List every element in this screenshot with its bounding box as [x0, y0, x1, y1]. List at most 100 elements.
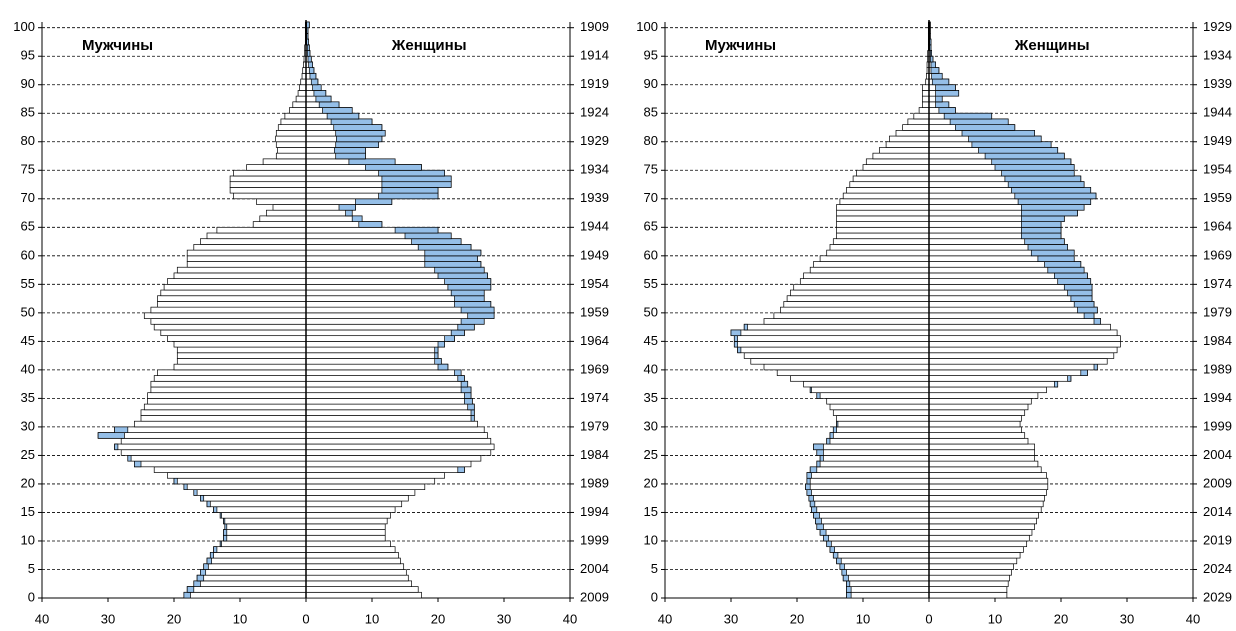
- male-bar: [783, 301, 930, 308]
- male-excess: [846, 580, 851, 587]
- y2-tick-label: 1989: [1203, 361, 1232, 376]
- male-bar: [114, 426, 307, 433]
- female-bar: [305, 557, 401, 565]
- female-excess: [1037, 255, 1075, 262]
- female-bar: [305, 312, 495, 319]
- female-excess: [1027, 244, 1068, 251]
- x-tick-label: 10: [856, 611, 870, 626]
- female-bar: [305, 420, 478, 428]
- female-excess: [929, 50, 932, 57]
- female-excess: [1021, 209, 1078, 217]
- male-excess: [836, 420, 839, 428]
- y-tick-label: 35: [21, 390, 35, 405]
- female-bar: [305, 506, 396, 513]
- male-excess: [200, 494, 205, 502]
- male-excess: [213, 506, 218, 513]
- female-bar: [928, 506, 1042, 513]
- female-excess: [930, 61, 936, 68]
- female-bar: [928, 466, 1042, 473]
- female-bar: [928, 477, 1049, 485]
- y-tick-label: 45: [21, 333, 35, 348]
- female-excess: [454, 369, 462, 376]
- male-bar: [256, 198, 307, 205]
- female-bar: [305, 489, 416, 496]
- male-excess: [819, 455, 824, 462]
- female-bar: [305, 586, 419, 593]
- female-bar: [928, 529, 1033, 536]
- female-excess: [931, 78, 950, 86]
- female-excess: [1014, 192, 1097, 200]
- male-bar: [826, 398, 930, 405]
- y-tick-label: 10: [644, 532, 658, 547]
- female-bar: [305, 380, 469, 388]
- female-excess: [348, 158, 396, 165]
- female-excess: [457, 375, 465, 382]
- male-bar: [836, 221, 930, 228]
- male-bar: [297, 90, 307, 97]
- male-bar: [836, 557, 930, 565]
- male-bar: [913, 112, 930, 120]
- male-excess: [806, 477, 811, 485]
- y2-tick-label: 1979: [1203, 304, 1232, 319]
- female-excess: [447, 283, 492, 291]
- male-bar: [134, 420, 307, 428]
- male-bar: [300, 78, 307, 86]
- y2-tick-label: 1999: [1203, 418, 1232, 433]
- y-tick-label: 65: [644, 219, 658, 234]
- x-tick-label: 0: [925, 611, 932, 626]
- male-excess: [826, 540, 832, 548]
- male-bar: [200, 494, 307, 502]
- male-bar: [823, 534, 930, 542]
- female-bar: [305, 472, 445, 479]
- female-excess: [310, 78, 319, 86]
- y-tick-label: 5: [28, 561, 35, 576]
- male-bar: [839, 563, 930, 570]
- male-bar: [865, 158, 930, 165]
- female-bar: [928, 380, 1059, 388]
- male-bar: [889, 135, 930, 143]
- male-excess: [183, 483, 188, 490]
- x-tick-label: 0: [302, 611, 309, 626]
- female-bar: [305, 546, 396, 553]
- male-bar: [176, 346, 307, 354]
- y2-tick-label: 1984: [1203, 333, 1232, 348]
- y-tick-label: 60: [21, 247, 35, 262]
- male-bar: [790, 375, 930, 382]
- male-bar: [872, 152, 930, 160]
- female-bar: [305, 415, 475, 422]
- female-bar: [928, 574, 1010, 582]
- male-bar: [134, 460, 307, 468]
- female-excess: [949, 118, 1009, 126]
- female-excess: [1054, 380, 1059, 388]
- male-bar: [160, 329, 307, 337]
- y-tick-label: 80: [21, 133, 35, 148]
- female-bar: [928, 312, 1095, 319]
- female-excess: [1007, 181, 1085, 188]
- male-excess: [193, 489, 198, 496]
- female-excess: [318, 101, 340, 108]
- male-excess: [846, 591, 852, 599]
- female-bar: [305, 540, 391, 548]
- female-excess: [460, 380, 469, 388]
- y-tick-label: 10: [21, 532, 35, 547]
- female-excess: [1044, 261, 1082, 268]
- male-excess: [816, 392, 821, 399]
- male-bar: [879, 147, 930, 154]
- y2-tick-label: 1949: [1203, 133, 1232, 148]
- male-bar: [229, 187, 307, 194]
- y-tick-label: 95: [21, 48, 35, 63]
- female-excess: [334, 147, 366, 154]
- y-tick-label: 15: [644, 504, 658, 519]
- y2-tick-label: 1924: [580, 105, 609, 120]
- female-bar: [928, 363, 1098, 371]
- male-excess: [737, 346, 742, 354]
- male-bar: [193, 580, 307, 587]
- y2-tick-label: 1994: [1203, 390, 1232, 405]
- female-excess: [358, 221, 383, 228]
- male-bar: [299, 84, 307, 91]
- female-bar: [305, 392, 472, 399]
- y2-tick-label: 1939: [1203, 76, 1232, 91]
- female-bar: [928, 329, 1118, 337]
- female-excess: [470, 415, 475, 422]
- male-excess: [815, 517, 822, 525]
